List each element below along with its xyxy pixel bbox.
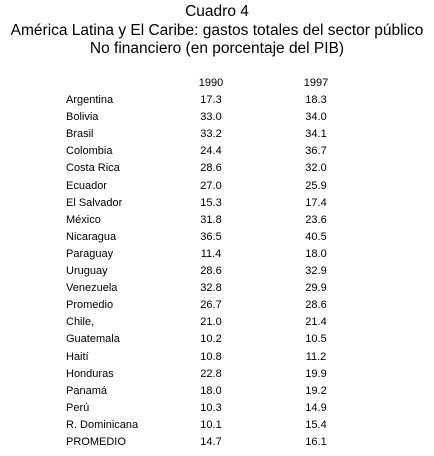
value-1990: 10.3 (200, 401, 222, 414)
country-name: Panamá (66, 384, 107, 397)
country-name: Costa Rica (66, 162, 120, 175)
table-row: Paraguay 11.4 18.0 (0, 246, 434, 263)
country-name: Venezuela (66, 282, 118, 295)
value-1997: 23.6 (305, 213, 327, 226)
value-1990: 28.6 (200, 265, 222, 278)
table-row: Costa Rica 28.6 32.0 (0, 160, 434, 177)
table-row: Bolivia 33.0 34.0 (0, 109, 434, 126)
table-row: Chile, 21.0 21.4 (0, 314, 434, 331)
country-name: PROMEDIO (66, 435, 126, 448)
value-1990: 31.8 (200, 213, 222, 226)
column-header-1997: 1997 (303, 77, 329, 89)
table-row: Argentina 17.3 18.3 (0, 92, 434, 109)
table-row: Perú 10.3 14.9 (0, 400, 434, 417)
country-name: Bolivia (66, 111, 99, 124)
table-row: Haití 10.8 11.2 (0, 349, 434, 366)
country-name: Colombia (66, 145, 113, 158)
country-name: Chile, (66, 316, 95, 329)
value-1990: 15.3 (200, 196, 222, 209)
column-header-1990: 1990 (198, 77, 224, 89)
table-row: Panamá 18.0 19.2 (0, 383, 434, 400)
table-row: Ecuador 27.0 25.9 (0, 178, 434, 195)
table-row: Nicaragua 36.5 40.5 (0, 229, 434, 246)
value-1997: 34.1 (305, 128, 327, 141)
table-row: PROMEDIO 14.7 16.1 (0, 434, 434, 451)
country-name: Haití (66, 350, 89, 363)
value-1997: 16.1 (305, 435, 327, 448)
table-body: Argentina 17.3 18.3 Bolivia 33.0 34.0 Brasil 33… (0, 92, 434, 451)
value-1990: 36.5 (200, 230, 222, 243)
country-name: El Salvador (66, 196, 123, 209)
value-1990: 10.2 (200, 333, 222, 346)
table-row: México 31.8 23.6 (0, 212, 434, 229)
value-1997: 19.2 (305, 384, 327, 397)
country-name: Honduras (66, 367, 114, 380)
value-1997: 34.0 (305, 111, 327, 124)
value-1997: 32.0 (305, 162, 327, 175)
value-1990: 26.7 (200, 299, 222, 312)
country-name: Promedio (66, 299, 114, 312)
value-1990: 17.3 (200, 94, 222, 107)
value-1997: 15.4 (305, 418, 327, 431)
value-1990: 28.6 (200, 162, 222, 175)
value-1997: 14.9 (305, 401, 327, 414)
value-1990: 33.0 (200, 111, 222, 124)
table-row: Guatemala 10.2 10.5 (0, 331, 434, 348)
value-1990: 24.4 (200, 145, 222, 158)
country-name: Ecuador (66, 179, 107, 192)
value-1990: 33.2 (200, 128, 222, 141)
country-name: Argentina (66, 94, 114, 107)
country-name: Paraguay (66, 247, 114, 260)
value-1997: 25.9 (305, 179, 327, 192)
value-1997: 18.3 (305, 94, 327, 107)
country-name: Uruguay (66, 265, 108, 278)
value-1990: 18.0 (200, 384, 222, 397)
value-1990: 27.0 (200, 179, 222, 192)
table-row: Uruguay 28.6 32.9 (0, 263, 434, 280)
document-title: Cuadro 4 América Latina y El Caribe: gas… (0, 3, 434, 59)
country-name: R. Dominicana (66, 418, 139, 431)
value-1997: 19.9 (305, 367, 327, 380)
title-line-1: Cuadro 4 (185, 3, 249, 20)
table-row: Honduras 22.8 19.9 (0, 366, 434, 383)
value-1990: 32.8 (200, 282, 222, 295)
country-name: Nicaragua (66, 230, 117, 243)
value-1990: 21.0 (200, 316, 222, 329)
value-1997: 10.5 (305, 333, 327, 346)
table-row: Colombia 24.4 36.7 (0, 143, 434, 160)
country-name: Perú (66, 401, 90, 414)
table-row: Venezuela 32.8 29.9 (0, 280, 434, 297)
value-1997: 17.4 (305, 196, 327, 209)
value-1997: 40.5 (305, 230, 327, 243)
title-line-3: No financiero (en porcentaje del PIB) (89, 40, 345, 57)
data-table: 1990 1997 Argentina 17.3 18.3 Bolivia 33.0 34… (0, 75, 434, 451)
value-1990: 10.8 (200, 350, 222, 363)
value-1997: 11.2 (305, 350, 327, 363)
value-1997: 28.6 (305, 299, 327, 312)
table-row: Promedio 26.7 28.6 (0, 297, 434, 314)
value-1990: 11.4 (200, 247, 222, 260)
value-1990: 14.7 (200, 435, 222, 448)
title-line-2: América Latina y El Caribe: gastos total… (10, 21, 424, 39)
country-name: Guatemala (66, 333, 120, 346)
value-1990: 10.1 (200, 418, 222, 431)
value-1990: 22.8 (200, 367, 222, 380)
country-name: Brasil (66, 128, 94, 141)
value-1997: 29.9 (305, 282, 327, 295)
value-1997: 32.9 (305, 265, 327, 278)
table-row: El Salvador 15.3 17.4 (0, 195, 434, 212)
country-name: México (66, 213, 101, 226)
value-1997: 36.7 (305, 145, 327, 158)
table-header-row: 1990 1997 (0, 75, 434, 92)
value-1997: 21.4 (305, 316, 327, 329)
value-1997: 18.0 (305, 247, 327, 260)
table-row: Brasil 33.2 34.1 (0, 126, 434, 143)
table-row: R. Dominicana 10.1 15.4 (0, 417, 434, 434)
